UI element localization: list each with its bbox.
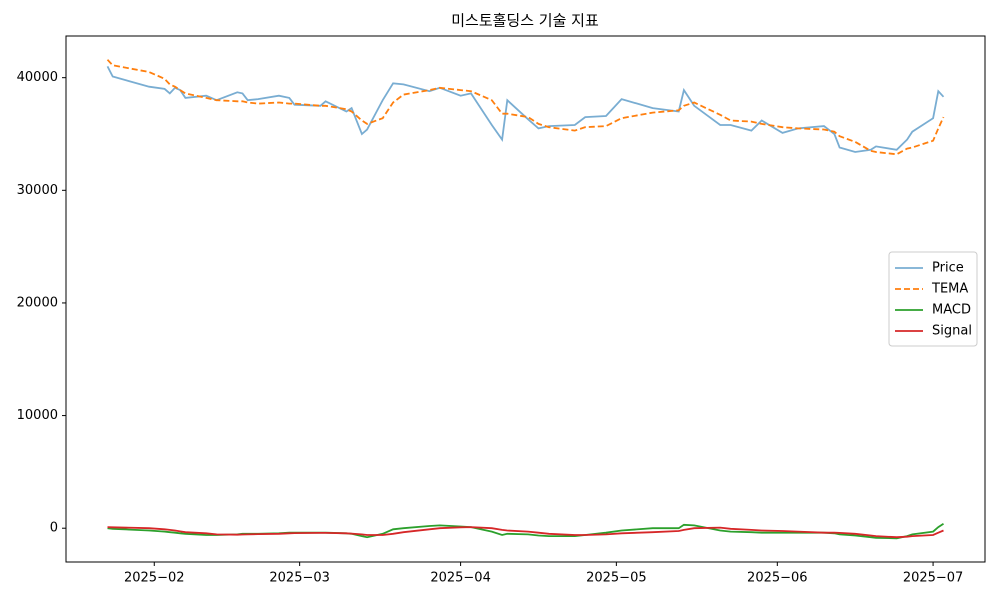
x-tick-label: 2025−03 xyxy=(269,571,330,586)
x-tick-label: 2025−07 xyxy=(903,571,964,586)
y-tick-label: 0 xyxy=(50,521,58,536)
line-series xyxy=(106,59,945,156)
plot-frame xyxy=(65,35,986,563)
y-tick-label: 30000 xyxy=(17,183,58,198)
x-tick-label: 2025−05 xyxy=(586,571,647,586)
x-tick-label: 2025−04 xyxy=(430,571,491,586)
y-tick-label: 40000 xyxy=(17,70,58,85)
line-series xyxy=(107,526,944,539)
y-tick-label: 20000 xyxy=(17,295,58,310)
x-tick-label: 2025−02 xyxy=(124,571,185,586)
legend-box xyxy=(888,251,978,347)
legend-label: Signal xyxy=(932,324,972,339)
line-series xyxy=(106,65,945,153)
x-tick-label: 2025−06 xyxy=(747,571,808,586)
legend-label: Price xyxy=(932,261,964,276)
legend-label: MACD xyxy=(932,303,971,318)
chart-title: 미스토홀딩스 기술 지표 xyxy=(451,12,599,30)
legend: Price TEMA MACD Signal xyxy=(888,251,978,347)
legend-label: TEMA xyxy=(931,282,968,297)
y-tick-label: 10000 xyxy=(17,408,58,423)
